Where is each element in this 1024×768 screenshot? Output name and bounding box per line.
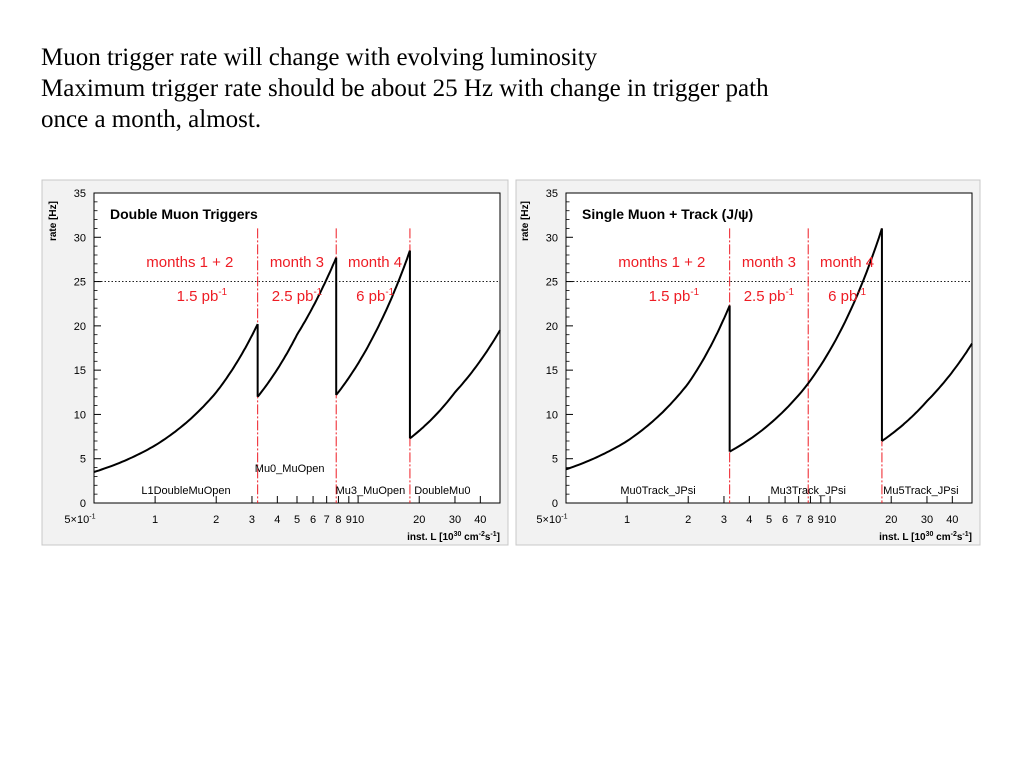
- curve-segment-DoubleMu0: [409, 329, 501, 440]
- plot-frame: [565, 192, 973, 504]
- period-label: months 1 + 2: [618, 254, 705, 271]
- x-tick-label: 1: [624, 514, 630, 526]
- x-tick-label: 30: [449, 514, 461, 526]
- x-tick-label: 7: [796, 514, 802, 526]
- x-tick-label: 5: [294, 514, 300, 526]
- y-tick-label: 30: [74, 232, 86, 244]
- caption-line-1: Muon trigger rate will change with evolv…: [41, 44, 598, 71]
- trigger-label: Mu0Track_JPsi: [620, 485, 695, 497]
- x-tick-label: 10: [824, 514, 836, 526]
- y-tick-label: 15: [74, 365, 86, 377]
- y-tick-label: 25: [74, 277, 86, 289]
- plot-frame: [93, 192, 501, 504]
- y-tick-label: 0: [80, 498, 86, 510]
- x-tick-label: 1: [152, 514, 158, 526]
- x-tick-label: 5×10-1: [536, 513, 567, 526]
- period-label: month 4: [820, 254, 874, 271]
- x-tick-label: 30: [921, 514, 933, 526]
- y-tick-label: 0: [552, 498, 558, 510]
- x-tick-label: 40: [474, 514, 486, 526]
- y-axis-label: rate [Hz]: [48, 201, 59, 241]
- period-luminosity: 2.5 pb-1: [272, 287, 322, 305]
- x-tick-label: 40: [946, 514, 958, 526]
- period-luminosity: 1.5 pb-1: [649, 287, 699, 305]
- x-tick-label: 6: [782, 514, 788, 526]
- period-luminosity: 6 pb-1: [356, 287, 394, 305]
- x-tick-label: 2: [213, 514, 219, 526]
- curve-segment-Mu3_MuOpen: [335, 250, 411, 396]
- period-luminosity: 6 pb-1: [828, 287, 866, 305]
- curve-segment-Mu5Track_JPsi: [881, 343, 973, 442]
- period-label: month 3: [270, 254, 324, 271]
- y-tick-label: 10: [74, 409, 86, 421]
- curve-segment-Mu0_MuOpen: [256, 257, 338, 398]
- period-label: month 4: [348, 254, 402, 271]
- x-tick-label: 7: [324, 514, 330, 526]
- trigger-label: Mu5Track_JPsi: [883, 485, 958, 497]
- y-tick-label: 35: [546, 188, 558, 200]
- x-tick-label: 8: [335, 514, 341, 526]
- x-axis-label: inst. L [1030 cm-2s-1]: [407, 531, 500, 543]
- x-tick-label: 4: [746, 514, 752, 526]
- x-tick-label: 8: [807, 514, 813, 526]
- trigger-label: Mu0_MuOpen: [255, 463, 325, 475]
- slide-text: Muon trigger rate will change with evolv…: [41, 42, 769, 135]
- y-tick-label: 5: [80, 454, 86, 466]
- y-tick-label: 25: [546, 277, 558, 289]
- caption-line-2: Maximum trigger rate should be about 25 …: [41, 75, 769, 102]
- y-tick-label: 35: [74, 188, 86, 200]
- period-label: month 3: [742, 254, 796, 271]
- x-tick-label: 10: [352, 514, 364, 526]
- x-tick-label: 9: [818, 514, 824, 526]
- trigger-label: Mu3Track_JPsi: [771, 485, 846, 497]
- x-tick-label: 3: [721, 514, 727, 526]
- x-tick-label: 20: [885, 514, 897, 526]
- y-axis-label: rate [Hz]: [520, 201, 531, 241]
- x-tick-label: 5: [766, 514, 772, 526]
- y-tick-label: 30: [546, 232, 558, 244]
- x-axis-label: inst. L [1030 cm-2s-1]: [879, 531, 972, 543]
- trigger-label: DoubleMu0: [414, 485, 470, 497]
- x-tick-label: 3: [249, 514, 255, 526]
- chart-title: Single Muon + Track (J/ψ): [582, 206, 753, 222]
- curve-segment-L1DoubleMuOpen: [93, 323, 259, 473]
- caption-line-3: once a month, almost.: [41, 106, 262, 133]
- trigger-label: Mu3_MuOpen: [336, 485, 406, 497]
- y-tick-label: 15: [546, 365, 558, 377]
- x-tick-label: 20: [413, 514, 425, 526]
- y-tick-label: 10: [546, 409, 558, 421]
- x-tick-label: 9: [346, 514, 352, 526]
- period-luminosity: 1.5 pb-1: [177, 287, 227, 305]
- curve-segment-Mu3Track_JPsi: [729, 228, 883, 453]
- period-label: months 1 + 2: [146, 254, 233, 271]
- period-luminosity: 2.5 pb-1: [744, 287, 794, 305]
- x-tick-label: 6: [310, 514, 316, 526]
- x-tick-label: 2: [685, 514, 691, 526]
- x-tick-label: 5×10-1: [64, 513, 95, 526]
- y-tick-label: 5: [552, 454, 558, 466]
- x-tick-label: 4: [274, 514, 280, 526]
- y-tick-label: 20: [546, 321, 558, 333]
- y-tick-label: 20: [74, 321, 86, 333]
- curve-segment-Mu0Track_JPsi: [565, 305, 731, 471]
- trigger-label: L1DoubleMuOpen: [141, 485, 230, 497]
- chart-title: Double Muon Triggers: [110, 206, 258, 222]
